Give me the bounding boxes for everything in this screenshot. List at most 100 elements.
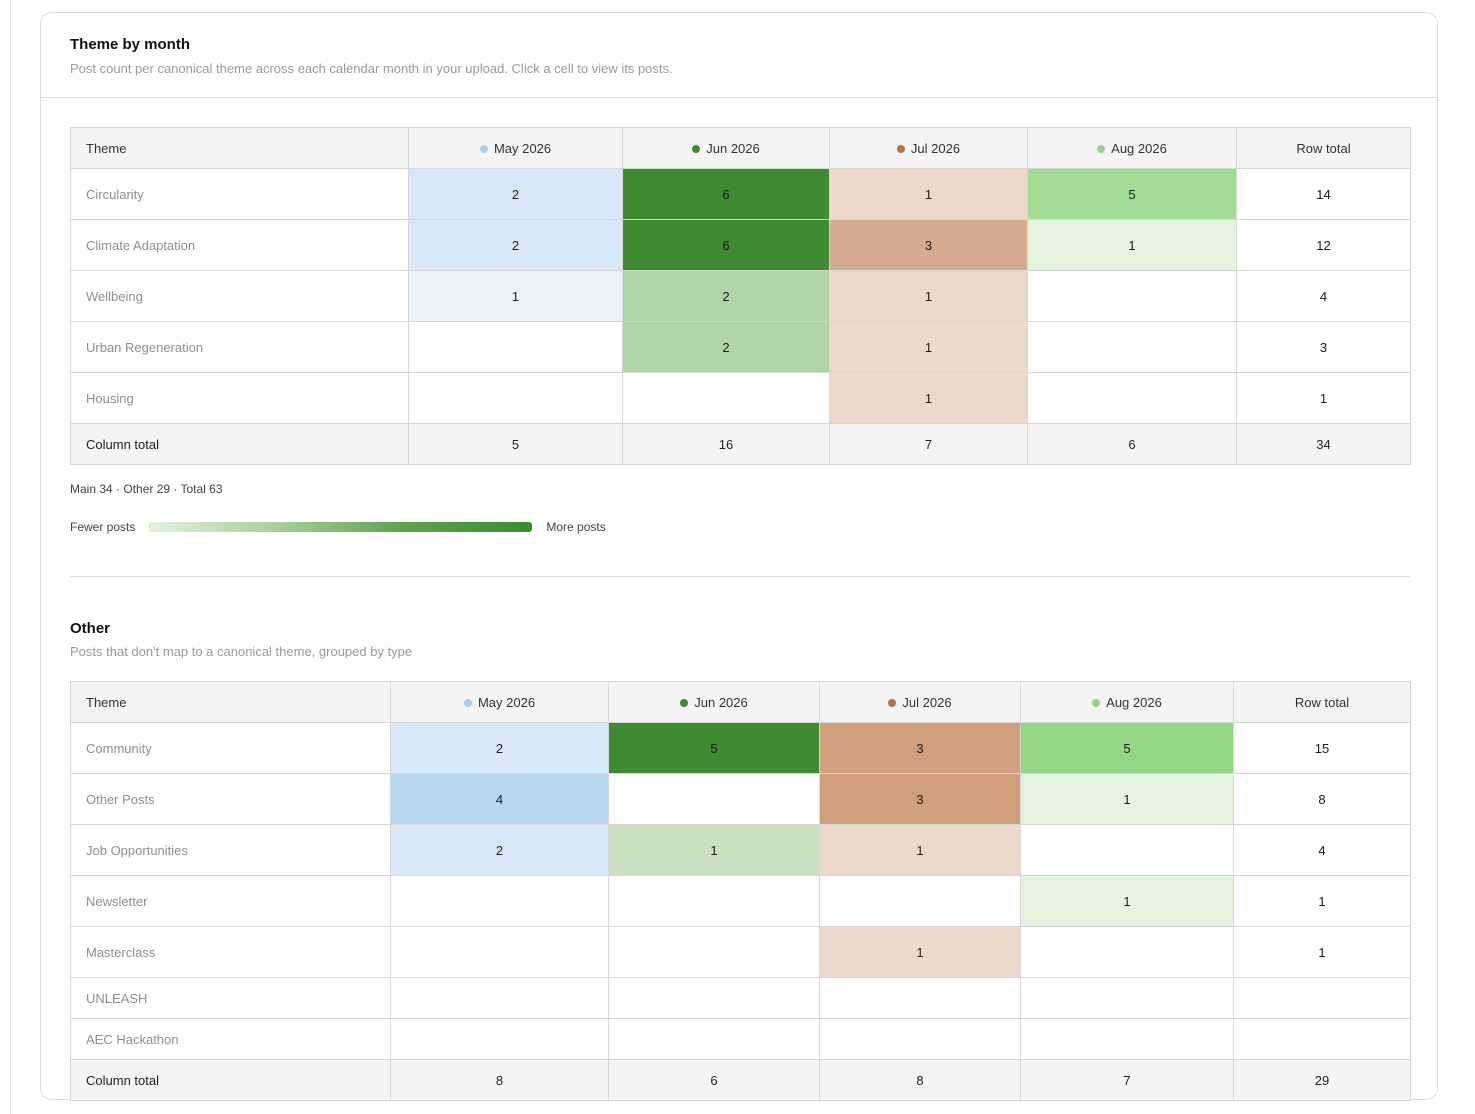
main-theme-table: Theme May 2026 Jun 2026 Jul 2026 Aug 2026 Row… (70, 127, 1411, 465)
row-theme-label: Job Opportunities (70, 824, 391, 876)
table-row: Community 2 5 3 5 15 (70, 722, 1411, 774)
other-theme-table: Theme May 2026 Jun 2026 Jul 2026 Aug 2026 Row… (70, 681, 1411, 1101)
card-subtitle: Post count per canonical theme across ea… (70, 61, 673, 76)
heatmap-cell[interactable]: 1 (819, 824, 1021, 876)
table-row: Wellbeing 1 2 1 4 (70, 270, 1411, 322)
heatmap-cell[interactable]: 2 (408, 219, 623, 271)
heatmap-cell[interactable]: 6 (622, 219, 830, 271)
month-dot-icon (463, 698, 472, 707)
heatmap-cell[interactable]: 2 (622, 321, 830, 373)
card-body: Theme May 2026 Jun 2026 Jul 2026 Aug 2026 Row… (41, 98, 1437, 1101)
row-total-cell: 1 (1233, 926, 1411, 978)
row-theme-label: Newsletter (70, 875, 391, 927)
heatmap-cell[interactable] (819, 1018, 1021, 1060)
column-header-month: Jul 2026 (819, 681, 1021, 723)
heatmap-cell[interactable] (390, 1018, 609, 1060)
month-label: Aug 2026 (1111, 140, 1167, 156)
legend-high-label: More posts (546, 520, 606, 534)
heatmap-cell[interactable]: 1 (829, 321, 1028, 373)
heatmap-cell[interactable] (390, 875, 609, 927)
heatmap-cell[interactable]: 1 (829, 270, 1028, 322)
heatmap-cell[interactable] (608, 1018, 820, 1060)
color-legend: Fewer posts More posts (70, 520, 1408, 534)
heatmap-cell[interactable]: 1 (819, 926, 1021, 978)
heatmap-cell[interactable] (1020, 977, 1234, 1019)
row-total-cell: 15 (1233, 722, 1411, 774)
column-header-month: May 2026 (408, 127, 623, 169)
section-divider (70, 576, 1410, 577)
table-row: UNLEASH (70, 977, 1411, 1019)
heatmap-cell[interactable]: 2 (408, 168, 623, 220)
table-row: Circularity 2 6 1 5 14 (70, 168, 1411, 220)
column-header-month: Jun 2026 (622, 127, 830, 169)
column-total-label: Column total (70, 423, 409, 465)
table-row: Masterclass 1 1 (70, 926, 1411, 978)
column-total-row: Column total 8 6 8 7 29 (70, 1059, 1411, 1101)
row-theme-label: Other Posts (70, 773, 391, 825)
heatmap-cell[interactable]: 3 (829, 219, 1028, 271)
heatmap-cell[interactable] (1020, 824, 1234, 876)
table-row: AEC Hackathon (70, 1018, 1411, 1060)
heatmap-cell[interactable] (608, 926, 820, 978)
heatmap-cell[interactable]: 6 (622, 168, 830, 220)
heatmap-cell[interactable]: 1 (1027, 219, 1237, 271)
row-total-cell: 1 (1236, 372, 1411, 424)
column-header-row-total: Row total (1236, 127, 1411, 169)
row-theme-label: Masterclass (70, 926, 391, 978)
row-theme-label: Climate Adaptation (70, 219, 409, 271)
heatmap-cell[interactable] (608, 977, 820, 1019)
column-header-month: Aug 2026 (1020, 681, 1234, 723)
heatmap-cell[interactable] (408, 372, 623, 424)
heatmap-cell[interactable]: 5 (1020, 722, 1234, 774)
heatmap-cell[interactable]: 5 (608, 722, 820, 774)
heatmap-cell[interactable] (1020, 1018, 1234, 1060)
heatmap-cell[interactable] (819, 977, 1021, 1019)
heatmap-cell[interactable] (1027, 270, 1237, 322)
card-header: Theme by month Post count per canonical … (41, 13, 1437, 98)
table-header-row: Theme May 2026 Jun 2026 Jul 2026 Aug 2026 Row… (70, 127, 1411, 169)
heatmap-cell[interactable]: 1 (829, 372, 1028, 424)
heatmap-cell[interactable]: 1 (608, 824, 820, 876)
heatmap-cell[interactable] (408, 321, 623, 373)
month-label: Jun 2026 (694, 694, 748, 710)
row-total-cell: 12 (1236, 219, 1411, 271)
row-theme-label: UNLEASH (70, 977, 391, 1019)
heatmap-cell[interactable] (608, 773, 820, 825)
heatmap-cell[interactable]: 2 (622, 270, 830, 322)
heatmap-cell[interactable] (622, 372, 830, 424)
heatmap-cell[interactable]: 2 (390, 722, 609, 774)
heatmap-cell[interactable]: 3 (819, 722, 1021, 774)
heatmap-cell[interactable]: 4 (390, 773, 609, 825)
other-section-title: Other (70, 620, 111, 637)
heatmap-cell[interactable] (608, 875, 820, 927)
row-total-cell: 14 (1236, 168, 1411, 220)
heatmap-cell[interactable]: 3 (819, 773, 1021, 825)
heatmap-cell[interactable] (1027, 321, 1237, 373)
row-theme-label: Circularity (70, 168, 409, 220)
row-total-cell (1233, 977, 1411, 1019)
heatmap-cell[interactable] (819, 875, 1021, 927)
row-total-cell: 1 (1233, 875, 1411, 927)
column-total-cell: 6 (608, 1059, 820, 1101)
column-header-theme: Theme (70, 681, 391, 723)
heatmap-cell[interactable]: 1 (1020, 875, 1234, 927)
page-edge-line (10, 0, 11, 1114)
month-label: Jul 2026 (910, 140, 961, 156)
month-dot-icon (692, 144, 701, 153)
heatmap-cell[interactable]: 2 (390, 824, 609, 876)
heatmap-cell[interactable] (1020, 926, 1234, 978)
heatmap-cell[interactable]: 1 (1020, 773, 1234, 825)
heatmap-cell[interactable] (1027, 372, 1237, 424)
month-label: Jul 2026 (902, 694, 952, 710)
heatmap-cell[interactable] (390, 926, 609, 978)
column-total-cell: 8 (390, 1059, 609, 1101)
row-theme-label: Urban Regeneration (70, 321, 409, 373)
heatmap-cell[interactable]: 1 (829, 168, 1028, 220)
table-row: Housing 1 1 (70, 372, 1411, 424)
grand-total-cell: 29 (1233, 1059, 1411, 1101)
month-dot-icon (888, 698, 897, 707)
heatmap-cell[interactable]: 5 (1027, 168, 1237, 220)
table-header-row: Theme May 2026 Jun 2026 Jul 2026 Aug 2026 Row… (70, 681, 1411, 723)
heatmap-cell[interactable] (390, 977, 609, 1019)
heatmap-cell[interactable]: 1 (408, 270, 623, 322)
